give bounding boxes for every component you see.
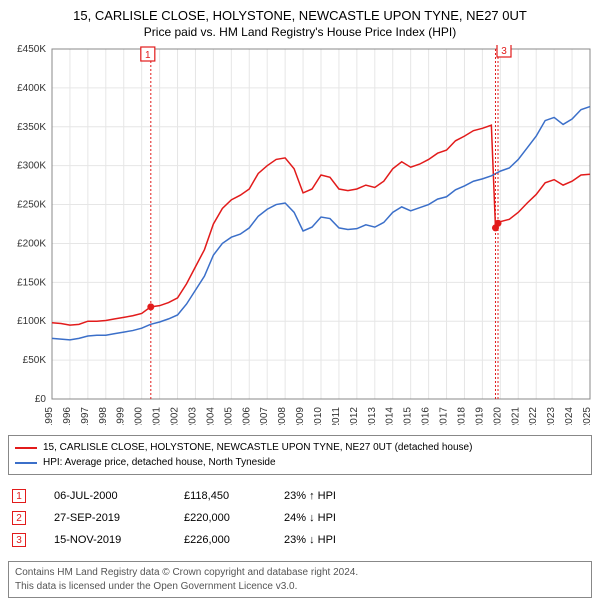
- svg-text:£450K: £450K: [17, 45, 46, 55]
- svg-text:£200K: £200K: [17, 238, 46, 249]
- svg-text:2015: 2015: [403, 407, 414, 425]
- svg-text:2022: 2022: [528, 407, 539, 425]
- svg-text:£300K: £300K: [17, 161, 46, 172]
- page-title: 15, CARLISLE CLOSE, HOLYSTONE, NEWCASTLE…: [8, 8, 592, 23]
- svg-text:2005: 2005: [223, 407, 234, 425]
- legend: 15, CARLISLE CLOSE, HOLYSTONE, NEWCASTLE…: [8, 435, 592, 475]
- svg-text:2021: 2021: [510, 407, 521, 425]
- svg-text:1996: 1996: [62, 407, 73, 425]
- transaction-badge: 1: [12, 489, 26, 503]
- legend-swatch: [15, 447, 37, 449]
- svg-text:2004: 2004: [205, 407, 216, 425]
- svg-text:£50K: £50K: [23, 355, 47, 366]
- svg-text:2006: 2006: [241, 407, 252, 425]
- svg-text:2018: 2018: [456, 407, 467, 425]
- svg-text:2019: 2019: [474, 407, 485, 425]
- svg-text:£400K: £400K: [17, 83, 46, 94]
- svg-text:2010: 2010: [313, 407, 324, 425]
- page-subtitle: Price paid vs. HM Land Registry's House …: [8, 25, 592, 39]
- svg-text:2016: 2016: [421, 407, 432, 425]
- transaction-delta: 23% ↓ HPI: [284, 534, 364, 546]
- svg-text:2002: 2002: [170, 407, 181, 425]
- svg-text:2012: 2012: [349, 407, 360, 425]
- transactions-table: 1 06-JUL-2000£118,45023% ↑ HPI 2 27-SEP-201…: [8, 485, 592, 551]
- legend-item: 15, CARLISLE CLOSE, HOLYSTONE, NEWCASTLE…: [15, 440, 585, 455]
- transaction-date: 06-JUL-2000: [54, 490, 184, 502]
- svg-text:2001: 2001: [152, 407, 163, 425]
- transaction-row: 2 27-SEP-2019£220,00024% ↓ HPI: [8, 507, 592, 529]
- svg-text:1999: 1999: [116, 407, 127, 425]
- price-chart: £0 £50K £100K £150K £200K £250K £300K £350K £400…: [8, 45, 592, 425]
- svg-text:2024: 2024: [564, 407, 575, 425]
- svg-text:2023: 2023: [546, 407, 557, 425]
- svg-text:2008: 2008: [277, 407, 288, 425]
- svg-text:2014: 2014: [385, 407, 396, 425]
- svg-text:£250K: £250K: [17, 200, 46, 211]
- legend-swatch: [15, 462, 37, 464]
- svg-text:2011: 2011: [331, 407, 342, 425]
- svg-text:2013: 2013: [367, 407, 378, 425]
- transaction-row: 1 06-JUL-2000£118,45023% ↑ HPI: [8, 485, 592, 507]
- legend-label: 15, CARLISLE CLOSE, HOLYSTONE, NEWCASTLE…: [43, 442, 472, 453]
- legend-item: HPI: Average price, detached house, Nort…: [15, 455, 585, 470]
- attribution-footer: Contains HM Land Registry data © Crown c…: [8, 561, 592, 598]
- svg-text:3: 3: [501, 46, 507, 57]
- transaction-badge: 3: [12, 533, 26, 547]
- legend-label: HPI: Average price, detached house, Nort…: [43, 457, 276, 468]
- transaction-price: £226,000: [184, 534, 284, 546]
- svg-text:1997: 1997: [80, 407, 91, 425]
- transaction-price: £118,450: [184, 490, 284, 502]
- svg-text:£100K: £100K: [17, 316, 46, 327]
- svg-text:2017: 2017: [439, 407, 450, 425]
- transaction-delta: 23% ↑ HPI: [284, 490, 364, 502]
- footer-line: Contains HM Land Registry data © Crown c…: [15, 566, 585, 580]
- svg-text:£350K: £350K: [17, 122, 46, 133]
- transaction-badge: 2: [12, 511, 26, 525]
- transaction-date: 15-NOV-2019: [54, 534, 184, 546]
- footer-line: This data is licensed under the Open Gov…: [15, 580, 585, 594]
- svg-text:1998: 1998: [98, 407, 109, 425]
- svg-text:£0: £0: [35, 394, 47, 405]
- transaction-date: 27-SEP-2019: [54, 512, 184, 524]
- svg-text:£150K: £150K: [17, 277, 46, 288]
- svg-text:1: 1: [145, 50, 151, 61]
- transaction-delta: 24% ↓ HPI: [284, 512, 364, 524]
- svg-text:2007: 2007: [259, 407, 270, 425]
- transaction-row: 3 15-NOV-2019£226,00023% ↓ HPI: [8, 529, 592, 551]
- svg-text:1995: 1995: [44, 407, 55, 425]
- svg-text:2020: 2020: [492, 407, 503, 425]
- svg-text:2003: 2003: [187, 407, 198, 425]
- transaction-price: £220,000: [184, 512, 284, 524]
- svg-text:2009: 2009: [295, 407, 306, 425]
- svg-text:2000: 2000: [134, 407, 145, 425]
- svg-text:2025: 2025: [582, 407, 592, 425]
